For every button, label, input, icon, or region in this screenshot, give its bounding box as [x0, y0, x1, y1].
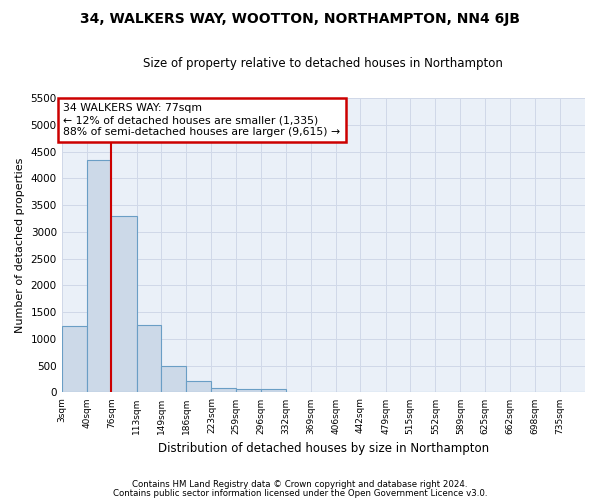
Text: Contains public sector information licensed under the Open Government Licence v3: Contains public sector information licen… — [113, 489, 487, 498]
Bar — [137, 325, 161, 392]
Bar — [62, 326, 87, 392]
Bar — [112, 216, 137, 392]
Text: 34 WALKERS WAY: 77sqm
← 12% of detached houses are smaller (1,335)
88% of semi-d: 34 WALKERS WAY: 77sqm ← 12% of detached … — [63, 104, 340, 136]
Y-axis label: Number of detached properties: Number of detached properties — [15, 158, 25, 333]
Bar — [186, 380, 211, 392]
X-axis label: Distribution of detached houses by size in Northampton: Distribution of detached houses by size … — [158, 442, 489, 455]
Bar — [161, 366, 186, 392]
Bar — [261, 390, 286, 392]
Bar — [211, 388, 236, 392]
Title: Size of property relative to detached houses in Northampton: Size of property relative to detached ho… — [143, 58, 503, 70]
Text: 34, WALKERS WAY, WOOTTON, NORTHAMPTON, NN4 6JB: 34, WALKERS WAY, WOOTTON, NORTHAMPTON, N… — [80, 12, 520, 26]
Text: Contains HM Land Registry data © Crown copyright and database right 2024.: Contains HM Land Registry data © Crown c… — [132, 480, 468, 489]
Bar — [236, 388, 261, 392]
Bar — [87, 160, 112, 392]
